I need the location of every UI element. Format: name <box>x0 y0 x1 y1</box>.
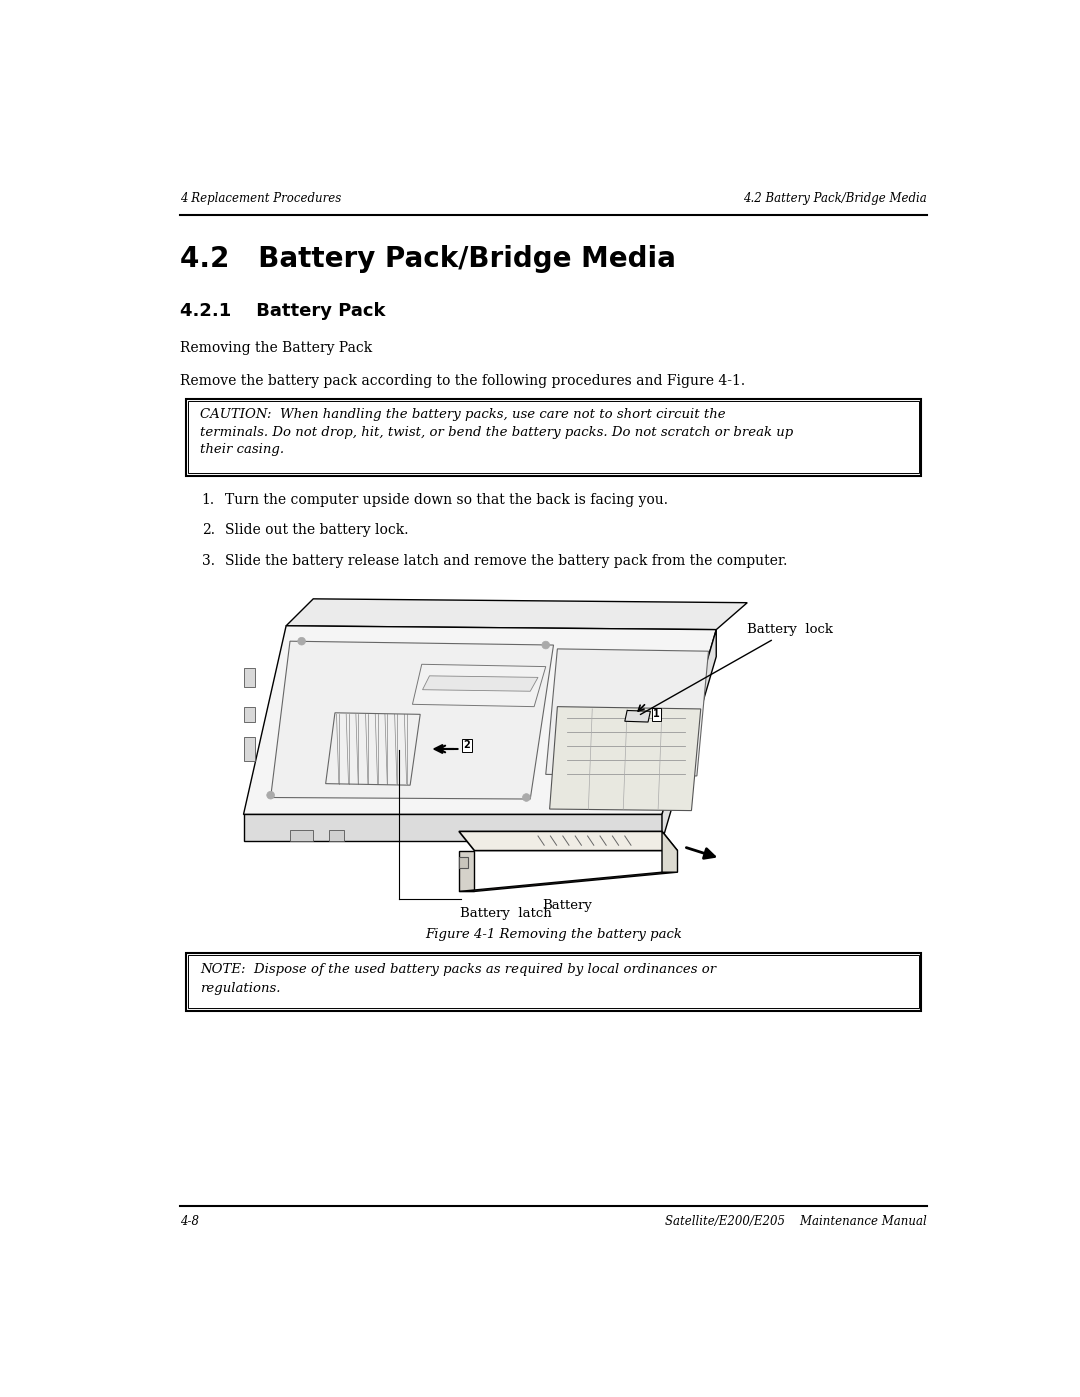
Polygon shape <box>459 872 677 891</box>
Polygon shape <box>550 707 701 810</box>
Bar <box>243 738 255 760</box>
Text: 2.: 2. <box>202 524 215 538</box>
Polygon shape <box>422 676 538 692</box>
Text: NOTE:  Dispose of the used battery packs as required by local ordinances or: NOTE: Dispose of the used battery packs … <box>200 963 716 977</box>
FancyBboxPatch shape <box>186 953 921 1011</box>
Text: 3.: 3. <box>202 555 215 569</box>
Polygon shape <box>243 814 662 841</box>
Text: Turn the computer upside down so that the back is facing you.: Turn the computer upside down so that th… <box>225 493 667 507</box>
Text: 4 Replacement Procedures: 4 Replacement Procedures <box>180 191 341 204</box>
Polygon shape <box>625 711 650 722</box>
Text: 1.: 1. <box>202 493 215 507</box>
Polygon shape <box>243 626 716 814</box>
Text: Slide the battery release latch and remove the battery pack from the computer.: Slide the battery release latch and remo… <box>225 555 787 569</box>
Text: Remove the battery pack according to the following procedures and Figure 4-1.: Remove the battery pack according to the… <box>180 374 745 388</box>
Text: CAUTION:  When handling the battery packs, use care not to short circuit the: CAUTION: When handling the battery packs… <box>200 408 726 420</box>
Text: 2: 2 <box>463 740 470 750</box>
Polygon shape <box>413 665 545 707</box>
Text: Removing the Battery Pack: Removing the Battery Pack <box>180 341 373 355</box>
Polygon shape <box>545 648 708 775</box>
Polygon shape <box>662 831 677 872</box>
Bar <box>243 707 255 722</box>
Text: Battery  latch: Battery latch <box>460 907 552 919</box>
Polygon shape <box>286 599 747 630</box>
Text: Satellite/E200/E205    Maintenance Manual: Satellite/E200/E205 Maintenance Manual <box>665 1215 927 1228</box>
Text: 4.2 Battery Pack/Bridge Media: 4.2 Battery Pack/Bridge Media <box>743 191 927 204</box>
Circle shape <box>298 637 306 645</box>
Text: regulations.: regulations. <box>200 982 281 995</box>
Bar <box>291 830 313 841</box>
Text: Battery  lock: Battery lock <box>640 623 834 714</box>
Polygon shape <box>662 630 716 841</box>
Polygon shape <box>459 856 469 869</box>
Circle shape <box>542 641 550 648</box>
Text: their casing.: their casing. <box>200 443 284 457</box>
Text: Figure 4-1 Removing the battery pack: Figure 4-1 Removing the battery pack <box>426 929 681 942</box>
Text: 4.2   Battery Pack/Bridge Media: 4.2 Battery Pack/Bridge Media <box>180 244 676 272</box>
Text: 4-8: 4-8 <box>180 1215 199 1228</box>
Bar <box>243 668 255 687</box>
Text: terminals. Do not drop, hit, twist, or bend the battery packs. Do not scratch or: terminals. Do not drop, hit, twist, or b… <box>200 426 794 439</box>
Text: Slide out the battery lock.: Slide out the battery lock. <box>225 524 408 538</box>
Text: 1: 1 <box>653 710 660 719</box>
FancyBboxPatch shape <box>186 398 921 475</box>
Polygon shape <box>271 641 554 799</box>
Bar <box>328 830 345 841</box>
Polygon shape <box>459 831 677 851</box>
Circle shape <box>523 793 530 802</box>
Text: 4.2.1    Battery Pack: 4.2.1 Battery Pack <box>180 302 386 320</box>
Circle shape <box>267 791 274 799</box>
Text: Battery: Battery <box>542 900 593 912</box>
Polygon shape <box>459 851 474 891</box>
